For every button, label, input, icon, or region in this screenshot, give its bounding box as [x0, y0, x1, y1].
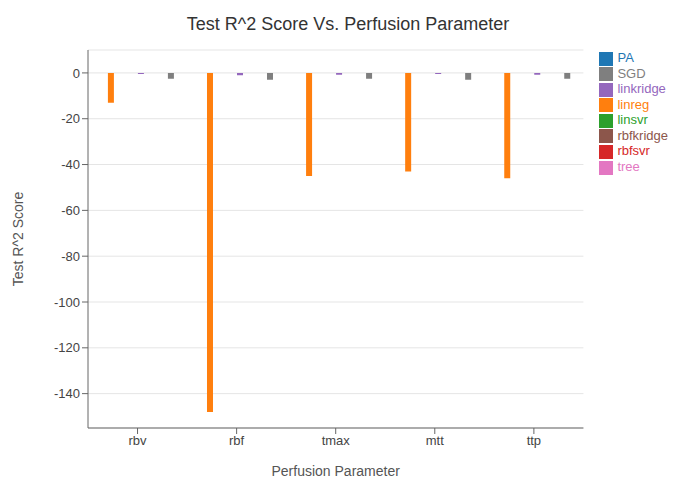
svg-text:Test R^2 Score: Test R^2 Score — [10, 192, 26, 287]
svg-text:-80: -80 — [61, 249, 80, 264]
svg-text:tmax: tmax — [322, 433, 351, 448]
svg-text:-20: -20 — [61, 111, 80, 126]
html-text:linsvr: linsvr — [617, 112, 648, 128]
svg-text:Perfusion Parameter: Perfusion Parameter — [272, 463, 401, 479]
svg-text:rbf: rbf — [229, 433, 245, 448]
html-text:rbfsvr: rbfsvr — [617, 143, 650, 159]
html-text:PA: PA — [617, 50, 634, 65]
html-text:linkridge: linkridge — [617, 81, 666, 97]
svg-text:rbv: rbv — [129, 433, 148, 448]
html-text:SGD: SGD — [617, 65, 646, 81]
svg-text:ttp: ttp — [527, 433, 541, 448]
html-text:tree: tree — [617, 158, 640, 174]
html-text:rbfkridge: rbfkridge — [617, 127, 668, 143]
svg-text:-60: -60 — [61, 203, 80, 218]
html-text:Test R^2 Score Vs. Perfusion P: Test R^2 Score Vs. Perfusion Parameter — [186, 14, 510, 34]
svg-text:-40: -40 — [61, 157, 80, 172]
html-text:linreg: linreg — [617, 96, 650, 112]
svg-text:-120: -120 — [54, 340, 80, 355]
svg-text:-100: -100 — [54, 295, 80, 310]
svg-text:-140: -140 — [54, 386, 80, 401]
svg-text:mtt: mtt — [426, 433, 444, 448]
svg-text:0: 0 — [73, 66, 80, 81]
